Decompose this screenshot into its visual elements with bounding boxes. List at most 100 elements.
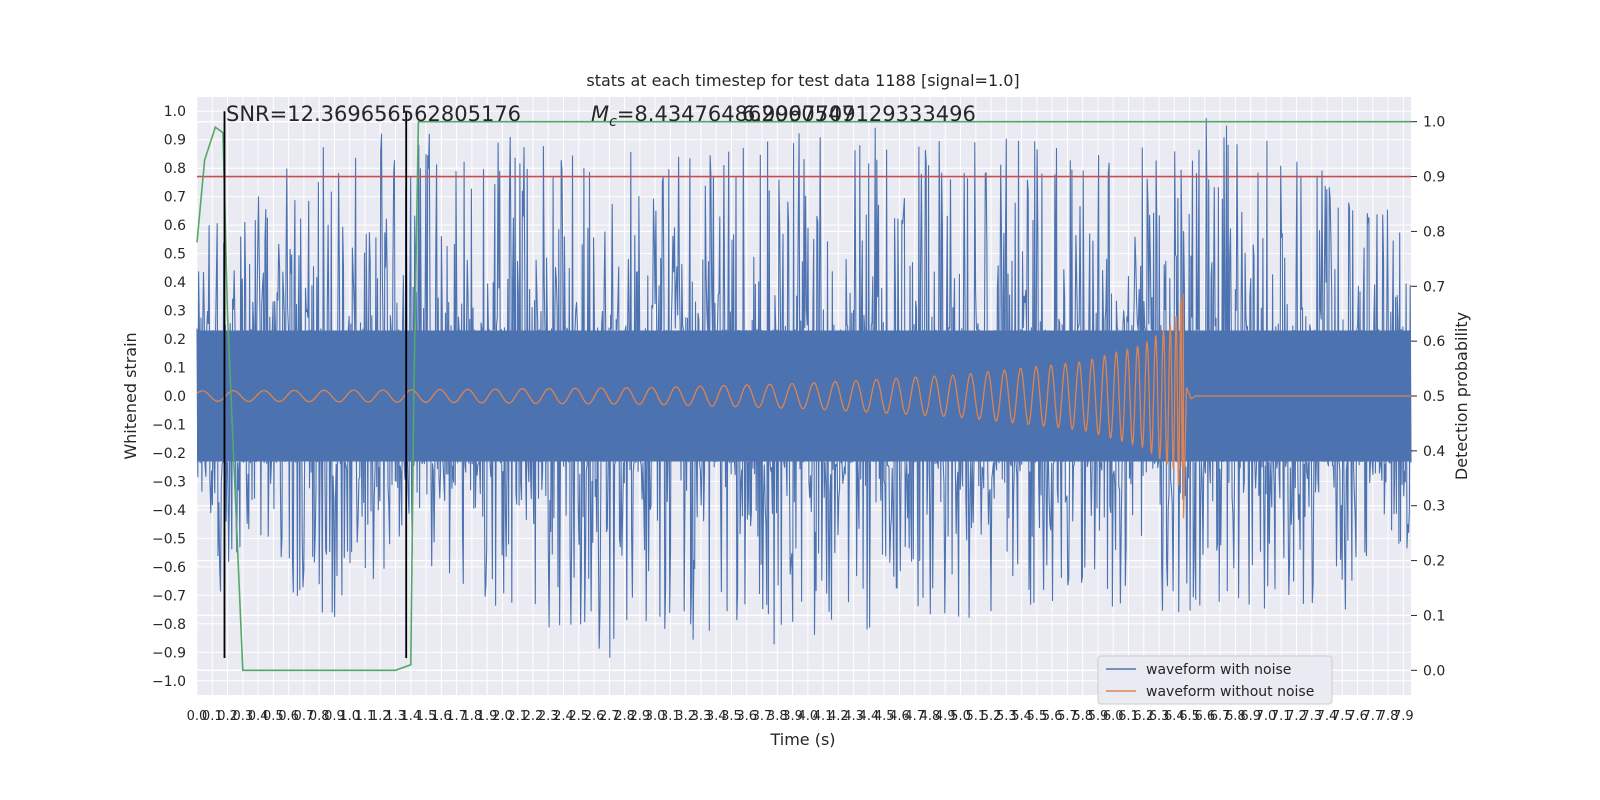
x-tick-label-27: 2.7 — [599, 709, 620, 724]
x-tick-label-7: 0.7 — [294, 709, 315, 724]
y-right-tick-label-1: 0.9 — [1423, 170, 1445, 186]
y-tick-label-5: 0.5 — [164, 247, 186, 263]
y-tick-label-20: −1.0 — [152, 674, 186, 690]
x-tick-label-13: 1.3 — [385, 709, 406, 724]
x-tick-label-56: 5.6 — [1042, 709, 1063, 724]
y-tick-label-19: −0.9 — [152, 645, 186, 661]
chirp-mass-subscript: c — [609, 114, 617, 130]
y-tick-label-17: −0.7 — [152, 588, 186, 604]
x-tick-label-20: 2.0 — [492, 709, 513, 724]
x-tick-label-54: 5.4 — [1011, 709, 1032, 724]
y-tick-labels: 1.0 0.9 0.8 0.7 0.6 0.5 0.4 0.3 0.2 0.1 0.0 −0.1 −0.… — [152, 104, 186, 690]
x-tick-label-3: 0.3 — [232, 709, 253, 724]
x-tick-label-42: 4.2 — [828, 709, 849, 724]
x-tick-label-32: 3.2 — [675, 709, 696, 724]
chirp-mass-value: =8.434764862060547 — [617, 102, 855, 126]
y-right-tick-label-3: 0.7 — [1423, 279, 1445, 295]
x-tick-label-57: 5.7 — [1057, 709, 1078, 724]
x-tick-label-14: 1.4 — [400, 709, 421, 724]
overlap-annotation: 6.9997709129333496 — [742, 102, 976, 126]
chart-title: stats at each timestep for test data 118… — [586, 71, 1019, 90]
x-tick-label-10: 1.0 — [339, 709, 360, 724]
y-right-tick-label-8: 0.2 — [1423, 554, 1445, 570]
y-tick-label-10: 0.0 — [164, 389, 186, 405]
x-tick-label-17: 1.7 — [446, 709, 467, 724]
x-tick-label-15: 1.5 — [416, 709, 437, 724]
x-tick-label-48: 4.8 — [920, 709, 941, 724]
x-tick-label-37: 3.7 — [752, 709, 773, 724]
y-tick-label-14: −0.4 — [152, 503, 186, 519]
x-tick-label-34: 3.4 — [706, 709, 727, 724]
x-tick-label-63: 6.3 — [1149, 709, 1170, 724]
x-tick-label-0: 0.0 — [187, 709, 208, 724]
x-tick-label-36: 3.6 — [736, 709, 757, 724]
x-tick-label-24: 2.4 — [553, 709, 574, 724]
y-right-tick-label-5: 0.5 — [1423, 389, 1445, 405]
y-axis-label: Whitened strain — [121, 332, 140, 459]
x-tick-label-69: 6.9 — [1240, 709, 1261, 724]
x-tick-label-77: 7.7 — [1362, 709, 1383, 724]
y-tick-label-1: 0.9 — [164, 133, 186, 149]
x-tick-label-53: 5.3 — [996, 709, 1017, 724]
x-tick-label-5: 0.5 — [263, 709, 284, 724]
x-tick-label-46: 4.6 — [889, 709, 910, 724]
x-tick-label-72: 7.2 — [1286, 709, 1307, 724]
x-tick-label-12: 1.2 — [370, 709, 391, 724]
legend-label-noise: waveform with noise — [1146, 662, 1291, 678]
x-tick-label-33: 3.3 — [691, 709, 712, 724]
y-tick-label-6: 0.4 — [164, 275, 186, 291]
legend: waveform with noise waveform without noi… — [1097, 655, 1333, 705]
x-tick-label-58: 5.8 — [1072, 709, 1093, 724]
x-tick-label-39: 3.9 — [782, 709, 803, 724]
x-tick-label-31: 3.1 — [660, 709, 681, 724]
y-tick-label-9: 0.1 — [164, 361, 186, 377]
x-tick-label-43: 4.3 — [843, 709, 864, 724]
x-tick-label-4: 0.4 — [248, 709, 269, 724]
x-tick-label-71: 7.1 — [1271, 709, 1292, 724]
y-right-tick-label-2: 0.8 — [1423, 224, 1445, 240]
y-tick-label-4: 0.6 — [164, 218, 186, 234]
x-tick-label-55: 5.5 — [1027, 709, 1048, 724]
x-tick-label-6: 0.6 — [278, 709, 299, 724]
x-tick-label-60: 6.0 — [1103, 709, 1124, 724]
x-tick-label-47: 4.7 — [904, 709, 925, 724]
x-tick-label-73: 7.3 — [1301, 709, 1322, 724]
y-tick-label-18: −0.8 — [152, 617, 186, 633]
y-right-tick-labels: 1.0 0.9 0.8 0.7 0.6 0.5 0.4 0.3 0.2 0.1 0.0 — [1411, 115, 1445, 679]
x-tick-label-66: 6.6 — [1195, 709, 1216, 724]
legend-label-clean: waveform without noise — [1146, 684, 1314, 700]
y-right-tick-label-10: 0.0 — [1423, 663, 1445, 679]
x-tick-label-40: 4.0 — [797, 709, 818, 724]
x-tick-label-50: 5.0 — [950, 709, 971, 724]
y-tick-label-16: −0.6 — [152, 560, 186, 576]
y-tick-label-2: 0.8 — [164, 161, 186, 177]
clean-waveform-line — [196, 293, 1411, 519]
overlay-lines — [196, 111, 1411, 672]
legend-box — [1097, 655, 1333, 705]
y-tick-label-7: 0.3 — [164, 304, 186, 320]
y-tick-label-11: −0.1 — [152, 417, 186, 433]
x-tick-labels: 0.00.10.20.30.40.50.60.70.80.91.01.11.21… — [187, 709, 1414, 724]
y-tick-label-13: −0.3 — [152, 474, 186, 490]
y-right-tick-label-4: 0.6 — [1423, 334, 1445, 350]
y-right-tick-label-7: 0.3 — [1423, 499, 1445, 515]
x-tick-label-1: 0.1 — [202, 709, 223, 724]
x-tick-label-74: 7.4 — [1317, 709, 1338, 724]
x-tick-label-78: 7.8 — [1378, 709, 1399, 724]
x-tick-label-62: 6.2 — [1133, 709, 1154, 724]
series-waveform-without-noise — [196, 293, 1411, 519]
snr-annotation: SNR=12.369656562805176 — [226, 102, 521, 126]
y-right-tick-label-9: 0.1 — [1423, 608, 1445, 624]
y-tick-label-8: 0.2 — [164, 332, 186, 348]
x-tick-label-22: 2.2 — [523, 709, 544, 724]
chirp-mass-symbol: M — [591, 102, 609, 126]
x-tick-label-26: 2.6 — [584, 709, 605, 724]
detection-probability-line — [196, 120, 1411, 672]
x-tick-label-11: 1.1 — [355, 709, 376, 724]
x-tick-label-21: 2.1 — [507, 709, 528, 724]
x-tick-label-65: 6.5 — [1179, 709, 1200, 724]
x-tick-label-49: 4.9 — [935, 709, 956, 724]
x-tick-label-44: 4.4 — [859, 709, 880, 724]
x-tick-label-45: 4.5 — [874, 709, 895, 724]
